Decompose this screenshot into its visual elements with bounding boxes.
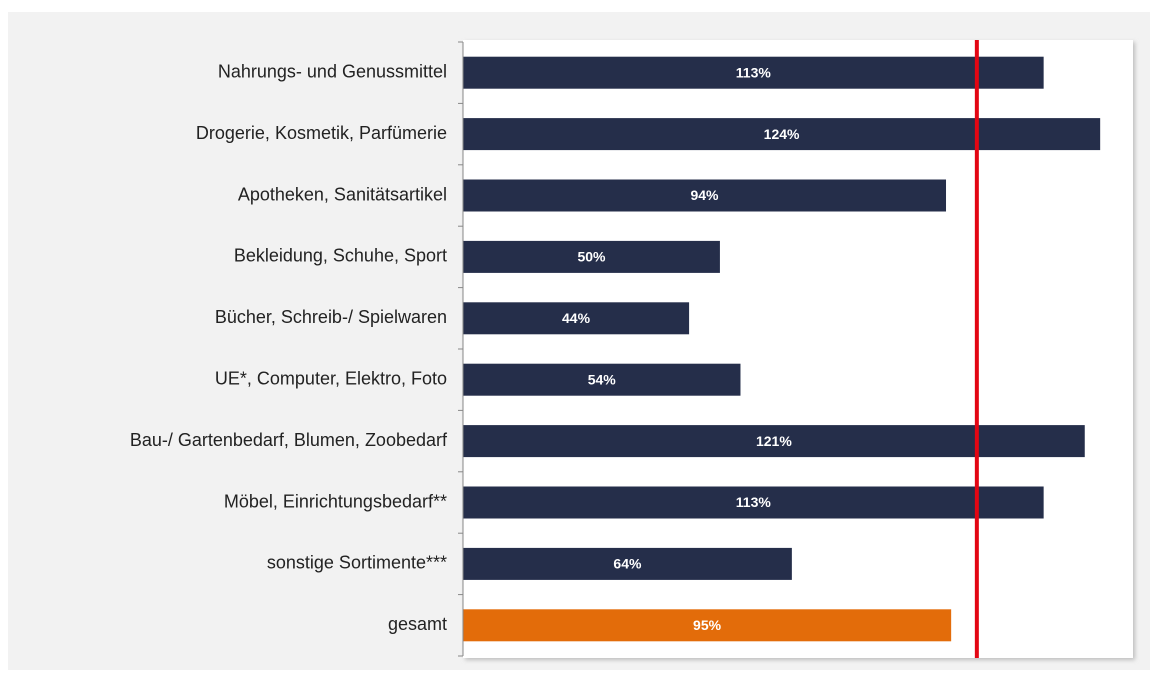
category-label: gesamt	[388, 614, 447, 634]
value-label: 64%	[613, 556, 642, 572]
value-label: 44%	[562, 310, 591, 326]
value-label: 124%	[764, 126, 800, 142]
bar	[463, 609, 952, 642]
category-label: Bekleidung, Schuhe, Sport	[234, 246, 447, 266]
value-label: 50%	[577, 249, 606, 265]
bar	[463, 425, 1085, 458]
category-label: Bücher, Schreib-/ Spielwaren	[215, 307, 447, 327]
category-label: Möbel, Einrichtungsbedarf**	[224, 491, 447, 511]
value-label: 54%	[588, 371, 617, 387]
bar	[463, 179, 947, 212]
category-label: Apotheken, Sanitätsartikel	[238, 184, 447, 204]
bar	[463, 56, 1044, 89]
category-label: sonstige Sortimente***	[267, 553, 447, 573]
bar	[463, 118, 1101, 151]
bar	[463, 240, 720, 273]
value-label: 113%	[736, 64, 772, 80]
value-label: 113%	[736, 494, 772, 510]
bar	[463, 486, 1044, 519]
category-label: Bau-/ Gartenbedarf, Blumen, Zoobedarf	[130, 430, 448, 450]
bar	[463, 302, 690, 335]
value-label: 94%	[690, 187, 719, 203]
value-label: 95%	[693, 617, 722, 633]
bar	[463, 547, 792, 580]
bar	[463, 363, 741, 396]
category-label: Drogerie, Kosmetik, Parfümerie	[196, 123, 447, 143]
category-label: UE*, Computer, Elektro, Foto	[215, 368, 447, 388]
value-label: 121%	[756, 433, 792, 449]
category-label: Nahrungs- und Genussmittel	[218, 61, 447, 81]
